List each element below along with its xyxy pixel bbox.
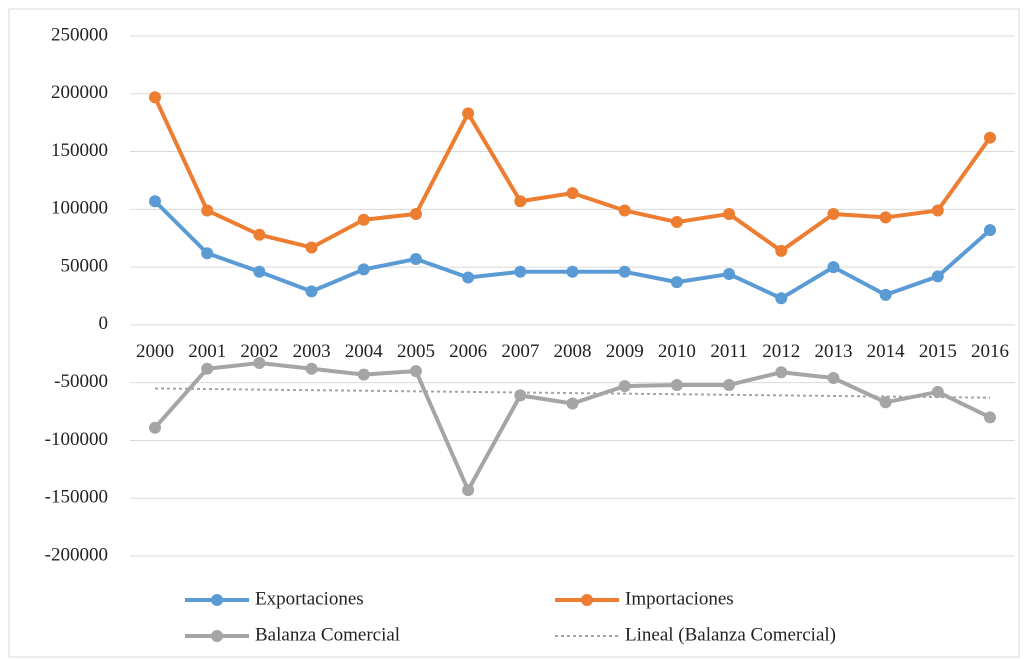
data-point xyxy=(670,378,683,391)
data-point xyxy=(775,366,788,379)
data-point xyxy=(879,211,892,224)
data-point xyxy=(357,263,370,276)
data-point xyxy=(618,265,631,278)
data-point xyxy=(984,131,996,144)
x-tick-label: 2000 xyxy=(136,341,174,362)
data-point xyxy=(931,385,944,398)
y-tick-label: -200000 xyxy=(45,544,108,565)
data-point xyxy=(409,253,422,266)
y-tick-label: 50000 xyxy=(61,255,109,276)
trend-line xyxy=(154,387,991,399)
data-point xyxy=(201,247,214,260)
data-point xyxy=(723,207,736,220)
data-point xyxy=(827,261,840,274)
data-point xyxy=(931,204,944,217)
x-tick-label: 2016 xyxy=(971,341,1009,362)
data-point xyxy=(149,421,161,434)
data-point xyxy=(514,265,527,278)
data-point xyxy=(253,228,266,241)
data-point xyxy=(409,365,422,378)
y-tick-label: -150000 xyxy=(45,487,108,508)
legend-label: Balanza Comercial xyxy=(255,624,400,645)
data-point xyxy=(201,204,214,217)
data-point xyxy=(879,288,892,301)
x-tick-label: 2010 xyxy=(658,341,696,362)
x-tick-label: 2004 xyxy=(345,341,384,362)
y-tick-label: 0 xyxy=(99,313,109,334)
data-point xyxy=(357,368,370,381)
x-tick-label: 2001 xyxy=(188,341,226,362)
x-tick-label: 2007 xyxy=(501,341,539,362)
data-point xyxy=(462,484,475,497)
x-tick-label: 2003 xyxy=(293,341,331,362)
data-point xyxy=(357,213,370,226)
data-point xyxy=(149,195,161,208)
x-tick-label: 2005 xyxy=(397,341,435,362)
x-tick-label: 2002 xyxy=(240,341,278,362)
data-point xyxy=(827,372,840,385)
data-point xyxy=(618,204,631,217)
data-point xyxy=(723,268,736,281)
y-tick-label: -100000 xyxy=(45,429,108,450)
x-tick-label: 2012 xyxy=(762,341,800,362)
x-tick-label: 2006 xyxy=(449,341,487,362)
data-point xyxy=(618,380,631,393)
data-point xyxy=(514,195,527,208)
data-point xyxy=(566,397,579,410)
legend-marker xyxy=(581,594,593,606)
data-point xyxy=(984,411,996,424)
data-point xyxy=(409,207,422,220)
y-tick-label: 250000 xyxy=(51,24,108,45)
data-point xyxy=(566,265,579,278)
data-point xyxy=(514,389,527,402)
legend-label: Lineal (Balanza Comercial) xyxy=(625,624,836,645)
x-tick-label: 2014 xyxy=(867,341,906,362)
legend-marker xyxy=(211,594,223,606)
data-point xyxy=(305,362,318,375)
x-tick-label: 2009 xyxy=(606,341,644,362)
data-point xyxy=(201,362,214,375)
y-tick-label: 100000 xyxy=(51,198,108,219)
data-point xyxy=(670,276,683,289)
data-point xyxy=(149,91,161,104)
data-point xyxy=(775,292,788,305)
data-point xyxy=(462,271,475,284)
y-tick-label: -50000 xyxy=(54,371,108,392)
data-point xyxy=(462,107,475,120)
legend-marker xyxy=(211,630,223,642)
data-point xyxy=(566,187,579,200)
data-point xyxy=(723,378,736,391)
data-point xyxy=(253,265,266,278)
data-point xyxy=(305,285,318,298)
chart-border xyxy=(8,8,1020,658)
data-point xyxy=(670,216,683,229)
data-point xyxy=(253,357,266,370)
legend-label: Exportaciones xyxy=(255,588,364,609)
x-tick-label: 2015 xyxy=(919,341,957,362)
legend-label: Importaciones xyxy=(625,588,734,609)
y-tick-label: 150000 xyxy=(51,140,108,161)
y-tick-label: 200000 xyxy=(51,82,108,103)
x-tick-label: 2013 xyxy=(814,341,852,362)
data-point xyxy=(984,224,996,237)
data-point xyxy=(827,207,840,220)
data-point xyxy=(879,396,892,409)
data-point xyxy=(305,241,318,254)
data-point xyxy=(931,270,944,283)
x-tick-label: 2008 xyxy=(554,341,592,362)
data-point xyxy=(775,244,788,257)
x-tick-label: 2011 xyxy=(710,341,747,362)
